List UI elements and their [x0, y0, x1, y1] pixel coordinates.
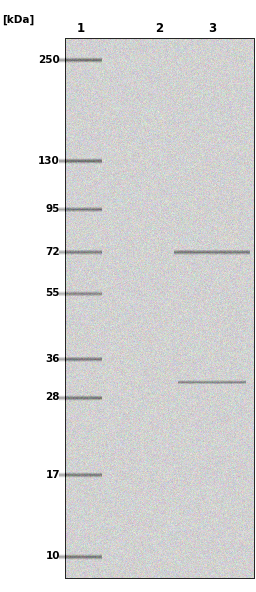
Text: 95: 95: [46, 204, 60, 214]
Text: [kDa]: [kDa]: [2, 15, 34, 25]
Text: 28: 28: [46, 392, 60, 403]
Text: 2: 2: [155, 21, 164, 34]
Text: 1: 1: [77, 21, 85, 34]
Text: 36: 36: [46, 353, 60, 363]
Text: 250: 250: [38, 54, 60, 65]
Text: 17: 17: [45, 469, 60, 480]
Text: 130: 130: [38, 156, 60, 166]
Text: 55: 55: [46, 288, 60, 298]
Text: 72: 72: [45, 247, 60, 257]
Text: 3: 3: [208, 21, 217, 34]
Text: 10: 10: [46, 551, 60, 561]
